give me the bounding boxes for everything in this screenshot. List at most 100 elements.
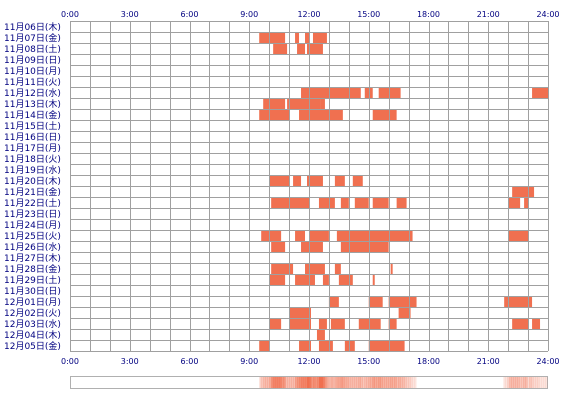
- x-tick-label-top: 0:00: [61, 10, 79, 19]
- activity-bar: [524, 198, 529, 208]
- activity-bar: [368, 297, 383, 307]
- heat-slice: [326, 377, 330, 388]
- heat-slice: [412, 377, 415, 388]
- heat-slice: [527, 377, 530, 388]
- heat-slice: [293, 377, 296, 388]
- heat-slice: [330, 377, 334, 388]
- row-date-label: 11月22日(土): [4, 197, 61, 209]
- heat-slice: [382, 377, 385, 388]
- heat-slice: [362, 377, 365, 388]
- activity-bar: [305, 264, 325, 274]
- heat-slice: [340, 377, 344, 388]
- row-date-label: 11月09日(日): [4, 55, 61, 66]
- heat-slice: [505, 377, 508, 388]
- row-labels: 11月06日(木)11月07日(金)11月08日(土)11月09日(日)11月1…: [4, 21, 61, 352]
- heat-slice: [301, 377, 304, 388]
- heat-slice: [541, 377, 544, 388]
- heat-slice: [263, 377, 266, 388]
- row-date-label: 12月05日(金): [4, 340, 61, 352]
- activity-bar: [372, 110, 397, 120]
- heat-slice: [523, 377, 526, 388]
- activity-bar: [372, 275, 375, 285]
- heat-slice: [366, 377, 369, 388]
- heat-slice: [398, 377, 401, 388]
- heat-slice: [374, 377, 377, 388]
- activity-bar: [307, 44, 323, 54]
- heat-slice: [328, 377, 332, 388]
- row-date-label: 11月10日(月): [4, 66, 61, 77]
- heat-slice: [394, 377, 397, 388]
- heat-slice: [267, 377, 270, 388]
- activity-bar: [334, 264, 341, 274]
- heat-slice: [414, 377, 417, 388]
- row-date-label: 12月03日(水): [4, 318, 61, 330]
- activity-bar: [309, 231, 329, 241]
- row-date-label: 11月21日(金): [4, 186, 61, 198]
- heat-slice: [507, 377, 510, 388]
- activity-bar: [318, 319, 327, 329]
- heat-slice: [511, 377, 514, 388]
- heat-slice: [281, 377, 284, 388]
- heat-slice: [310, 377, 314, 388]
- heat-slice: [303, 377, 306, 388]
- x-tick-label-top: 18:00: [417, 10, 440, 19]
- heat-slice: [525, 377, 528, 388]
- row-date-label: 11月07日(金): [4, 32, 61, 44]
- heat-slice: [307, 377, 310, 388]
- heat-slice: [283, 377, 286, 388]
- activity-bar: [269, 275, 286, 285]
- row-date-label: 11月19日(水): [4, 164, 61, 176]
- heat-slice: [533, 377, 536, 388]
- x-axis-top: 0:00 3:00 6:00 9:00 12:00 15:00 18:00 21:00 24:0…: [61, 10, 560, 19]
- heat-slice: [406, 377, 409, 388]
- x-tick-label-bottom: 21:00: [477, 357, 500, 366]
- heat-slice: [396, 377, 399, 388]
- x-tick-label-bottom: 0:00: [61, 357, 79, 366]
- activity-bar: [532, 319, 541, 329]
- activity-bar: [301, 242, 323, 252]
- heat-slice: [543, 377, 546, 388]
- activity-bar: [299, 110, 343, 120]
- heat-slice: [334, 377, 338, 388]
- activity-bar: [364, 88, 373, 98]
- heat-slice: [312, 377, 316, 388]
- heat-slice: [354, 377, 357, 388]
- heat-slice: [360, 377, 363, 388]
- heat-slice: [404, 377, 407, 388]
- heat-slice: [539, 377, 542, 388]
- heat-slice: [388, 377, 391, 388]
- heat-slice: [513, 377, 516, 388]
- activity-bar: [354, 198, 369, 208]
- row-date-label: 11月12日(水): [4, 87, 61, 99]
- activity-bar: [340, 198, 349, 208]
- heat-slice: [515, 377, 518, 388]
- row-date-label: 12月04日(木): [4, 329, 61, 341]
- grid-lines: [70, 21, 549, 352]
- row-date-label: 11月27日(木): [4, 252, 61, 264]
- heat-slice: [346, 377, 350, 388]
- activity-bar: [336, 231, 413, 241]
- x-tick-label-bottom: 24:00: [536, 357, 559, 366]
- x-tick-label-bottom: 15:00: [357, 357, 380, 366]
- activity-bar: [388, 319, 397, 329]
- heat-slice: [509, 377, 512, 388]
- heat-slice: [320, 377, 324, 388]
- heat-slice: [259, 377, 262, 388]
- heat-slice: [305, 377, 308, 388]
- activity-bar: [269, 319, 282, 329]
- row-date-label: 11月28日(金): [4, 263, 61, 275]
- heat-slice: [521, 377, 524, 388]
- activity-bar: [508, 231, 529, 241]
- activity-bar: [307, 176, 323, 186]
- activity-bar: [301, 88, 361, 98]
- activity-bar: [532, 88, 548, 98]
- heat-slice: [297, 377, 300, 388]
- heat-slice: [332, 377, 336, 388]
- activity-bar: [273, 44, 288, 54]
- activity-bar: [263, 99, 286, 109]
- activity-bar: [390, 264, 393, 274]
- heat-slice: [400, 377, 403, 388]
- x-tick-label-top: 15:00: [357, 10, 380, 19]
- heat-slice: [370, 377, 373, 388]
